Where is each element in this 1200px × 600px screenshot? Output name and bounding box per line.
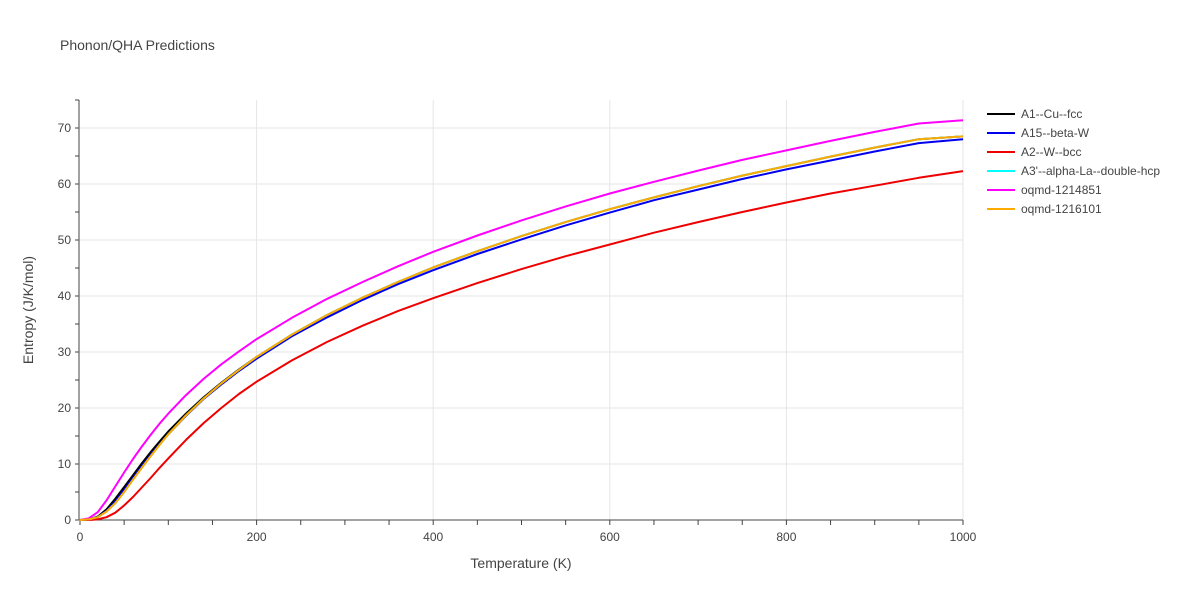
chart-title: Phonon/QHA Predictions: [60, 37, 215, 53]
x-tick-label: 800: [776, 530, 796, 544]
y-tick-label: 50: [58, 233, 72, 247]
y-tick-label: 40: [58, 289, 72, 303]
legend-label: A2--W--bcc: [1021, 145, 1081, 159]
legend-label: oqmd-1214851: [1021, 183, 1102, 197]
series-line: [79, 119, 964, 521]
series-line: [79, 138, 964, 521]
series-group: [79, 119, 964, 521]
x-tick-label: 600: [600, 530, 620, 544]
legend-label: A1--Cu--fcc: [1021, 107, 1082, 121]
series-line: [79, 135, 964, 521]
x-tick-label: 200: [247, 530, 267, 544]
legend-label: A15--beta-W: [1021, 126, 1090, 140]
y-tick-label: 60: [58, 177, 72, 191]
y-tick-label: 20: [58, 401, 72, 415]
x-tick-label: 0: [77, 530, 84, 544]
y-tick-label: 30: [58, 345, 72, 359]
series-line: [80, 170, 964, 521]
y-tick-label: 10: [58, 457, 72, 471]
legend-label: oqmd-1216101: [1021, 202, 1102, 216]
x-tick-label: 1000: [950, 530, 977, 544]
legend: A1--Cu--fcc A15--beta-W A2--W--bcc A3'--alp…: [987, 107, 1160, 216]
y-tick-label: 70: [58, 121, 72, 135]
tick-labels: 0 10 20 30 40 50 60 70 0 200 400 600 800 1000: [58, 121, 977, 544]
x-axis-title: Temperature (K): [470, 555, 571, 571]
y-tick-label: 0: [64, 513, 71, 527]
grid: [80, 100, 964, 520]
legend-label: A3'--alpha-La--double-hcp: [1021, 164, 1160, 178]
y-axis-title: Entropy (J/K/mol): [20, 256, 36, 364]
axes: [75, 99, 964, 525]
x-tick-label: 400: [423, 530, 443, 544]
